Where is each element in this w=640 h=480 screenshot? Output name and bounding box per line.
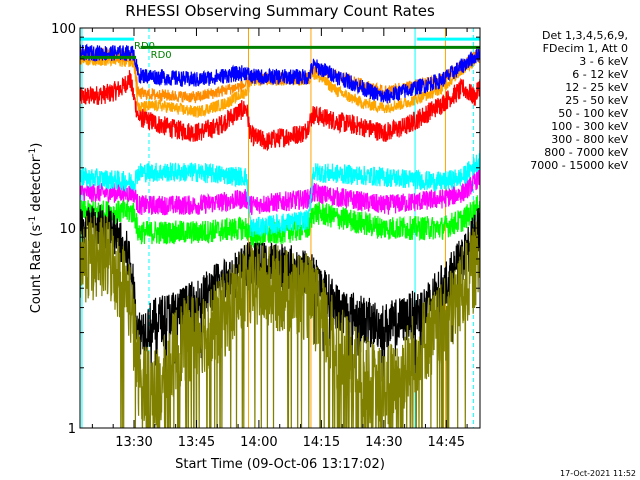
legend-entry-3: 25 - 50 keV: [565, 94, 628, 107]
y-axis-label: Count Rate (s-1 detector-1): [28, 143, 44, 314]
series-line-3: [80, 150, 480, 238]
x-tick-label-3: 14:15: [303, 435, 340, 450]
series-6: [80, 43, 480, 104]
x-tick-label-2: 14:00: [240, 435, 277, 450]
legend: Det 1,3,4,5,6,9, FDecim 1, Att 0 3 - 6 k…: [530, 29, 628, 172]
legend-entry-5: 100 - 300 keV: [551, 120, 628, 133]
series-2: [80, 195, 480, 248]
x-tick-label-1: 13:45: [178, 435, 215, 450]
legend-entry-0: 3 - 6 keV: [579, 55, 628, 68]
y-axis: 1 10 100: [51, 22, 480, 437]
legend-header-line-2: FDecim 1, Att 0: [543, 42, 628, 55]
y-axis-label-mid: detector: [29, 156, 44, 216]
x-axis-label: Start Time (09-Oct-06 13:17:02): [175, 457, 385, 472]
legend-entry-4: 50 - 100 keV: [558, 107, 628, 120]
series-3: [80, 150, 480, 238]
series-line-6: [80, 43, 480, 104]
y-tick-label-2: 100: [51, 22, 76, 37]
series-line-0: [80, 70, 480, 151]
series-0: [80, 70, 480, 151]
series-line-8: [80, 215, 480, 428]
rd-label-1: RD0: [134, 41, 155, 52]
legend-entry-1: 6 - 12 keV: [572, 68, 628, 81]
x-axis: 13:30 13:45 14:00 14:15 14:30 14:45: [91, 28, 468, 450]
legend-entry-7: 800 - 7000 keV: [544, 146, 628, 159]
y-tick-label-1: 10: [59, 222, 76, 237]
y-axis-label-main: Count Rate (s: [29, 225, 44, 314]
x-tick-label-5: 14:45: [428, 435, 465, 450]
x-tick-label-4: 14:30: [365, 435, 402, 450]
legend-entry-6: 300 - 800 keV: [551, 133, 628, 146]
series-1: [80, 168, 480, 216]
y-axis-label-end: ): [29, 143, 44, 148]
rd-label-2: RD0: [151, 50, 172, 61]
legend-entry-2: 12 - 25 keV: [565, 81, 628, 94]
y-axis-label-sup1: -1: [28, 216, 38, 225]
legend-header-line-1: Det 1,3,4,5,6,9,: [542, 29, 628, 42]
legend-entry-8: 7000 - 15000 keV: [530, 159, 628, 172]
series-8: [80, 215, 480, 428]
chart-title: RHESSI Observing Summary Count Rates: [125, 2, 435, 20]
series-line-2: [80, 195, 480, 248]
x-tick-label-0: 13:30: [115, 435, 152, 450]
series-line-1: [80, 168, 480, 216]
timestamp: 17-Oct-2021 11:52: [560, 469, 636, 478]
y-tick-label-0: 1: [68, 422, 76, 437]
y-axis-label-sup2: -1: [28, 148, 38, 157]
